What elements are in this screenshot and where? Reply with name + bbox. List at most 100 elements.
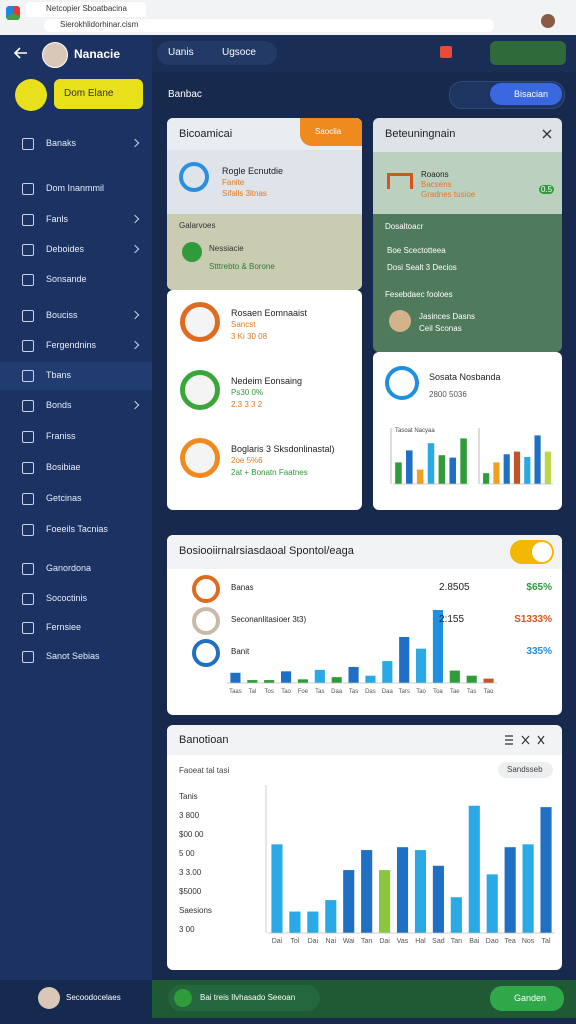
menu-item[interactable]: Banaks xyxy=(46,138,77,148)
top-tab[interactable]: Uanis xyxy=(168,47,194,58)
bottom-bar: Bai treis Ilvhasado Seeoan Ganden xyxy=(152,980,576,1018)
pill-icon xyxy=(174,989,192,1007)
mini-chart: Taas Tal Tos Tao Foe Tas Daa Tas Das Daa Tars Tao To… xyxy=(227,610,497,695)
tab-title: Netcopier Sboatbacina xyxy=(46,4,127,13)
x-tick-label: Tea xyxy=(505,938,516,945)
button-icon[interactable] xyxy=(15,79,47,111)
menu-item[interactable]: Dom Inanmmil xyxy=(46,183,105,193)
bar xyxy=(450,897,462,933)
item-icon xyxy=(387,173,413,189)
filter-label: Sandsseb xyxy=(507,765,543,774)
menu-icon xyxy=(22,651,34,663)
chart-subtitle: Faoeat tal tasi xyxy=(179,766,230,775)
bar xyxy=(325,900,337,933)
person-line: 2oe 5%6 xyxy=(231,456,263,465)
x-tick-label: Tal xyxy=(248,689,256,695)
header-icons[interactable] xyxy=(505,735,545,745)
row-icon xyxy=(192,639,220,667)
x-tick-label: Daa xyxy=(382,689,394,695)
y-tick-label: 3 3.00 xyxy=(179,868,202,877)
y-tick-label: Tanis xyxy=(179,792,198,801)
x-tick-label: Tan xyxy=(361,938,372,945)
people-card: Rosaen Eomnaaist Sancst 3 Ki 30 08 Nedeim E… xyxy=(167,290,362,510)
menu-item[interactable]: Bouciss xyxy=(46,310,78,320)
menu-item[interactable]: Sanot Sebias xyxy=(46,651,100,661)
card-b: Beteuningnain Roaons Bacsens Gradnes tus… xyxy=(373,118,562,352)
x-tick-label: Dai xyxy=(272,938,283,945)
footer-user: Secoodocelaes xyxy=(66,993,121,1002)
bar xyxy=(449,457,456,484)
chevron xyxy=(130,244,140,254)
bar xyxy=(297,679,308,683)
x-tick-label: Daa xyxy=(331,689,343,695)
back-icon[interactable] xyxy=(14,47,28,59)
primary-button[interactable] xyxy=(54,79,143,109)
chevron xyxy=(130,400,140,410)
bar xyxy=(314,669,325,683)
wide-card: Bosiooiirnalrsiasdaoal Spontol/eaga Taas… xyxy=(167,535,562,715)
icon-group[interactable] xyxy=(490,41,566,65)
row: Jasinces Dasns xyxy=(419,312,476,321)
bar xyxy=(486,874,498,933)
x-tick-label: Tan xyxy=(451,938,462,945)
menu-icon xyxy=(22,244,34,256)
bar xyxy=(483,678,494,683)
mini-chart xyxy=(478,428,553,485)
menu-item[interactable]: Fernsiee xyxy=(46,622,82,632)
bar xyxy=(544,451,551,484)
profile-avatar[interactable] xyxy=(541,14,555,28)
menu-item[interactable]: Ganordona xyxy=(46,563,92,573)
bar xyxy=(438,455,446,484)
bottom-button[interactable] xyxy=(490,986,564,1011)
menu-icon xyxy=(22,524,34,536)
row-change: S1333% xyxy=(514,614,552,625)
menu-item[interactable]: Franiss xyxy=(46,431,76,441)
bottom-pill[interactable] xyxy=(168,985,320,1011)
badge[interactable] xyxy=(300,118,362,146)
bottom-text: Bai treis Ilvhasado Seeoan xyxy=(200,993,296,1002)
bar xyxy=(247,680,258,683)
menu-icon xyxy=(22,462,34,474)
menu-highlight xyxy=(0,362,152,390)
menu-item[interactable]: Getcinas xyxy=(46,493,82,503)
person-name: Boglaris 3 Sksdonlinastal) xyxy=(231,444,335,454)
x-tick-label: Sad xyxy=(432,938,445,945)
bar xyxy=(504,847,516,933)
avatar-ring xyxy=(180,370,220,410)
menu-item[interactable]: Sonsande xyxy=(46,274,87,284)
menu-icon xyxy=(22,400,34,412)
notification-icon[interactable] xyxy=(440,46,452,58)
row-change: 335% xyxy=(526,646,552,657)
toggle-pill[interactable] xyxy=(490,83,562,105)
x-tick-label: Tal xyxy=(542,938,551,945)
chart: Tanis 3 800 $00 00 5 00 3 3.00 $5000 Saesions 3… xyxy=(179,785,555,945)
menu-item[interactable]: Foeeils Tacnias xyxy=(46,524,108,534)
x-tick-label: Tao xyxy=(281,689,291,695)
filter-pill[interactable] xyxy=(498,762,553,778)
item-title: Roaons xyxy=(421,170,449,179)
menu-item[interactable]: Fanls xyxy=(46,214,69,224)
bar xyxy=(289,911,301,933)
top-tab[interactable]: Ugsoce xyxy=(222,47,256,58)
bar xyxy=(264,680,275,683)
menu-item[interactable]: Fergendnins xyxy=(46,340,97,350)
person-name: Nedeim Eonsaing xyxy=(231,376,303,386)
card-title: Bicoamicai xyxy=(179,128,233,140)
close-icon[interactable] xyxy=(542,129,552,139)
menu-icon xyxy=(22,493,34,505)
address-bar[interactable] xyxy=(44,19,494,32)
card-title: Bosiooiirnalrsiasdaoal Spontol/eaga xyxy=(179,545,354,557)
x-tick-label: Taas xyxy=(229,689,242,695)
bar xyxy=(307,911,319,933)
menu-item[interactable]: Deboides xyxy=(46,244,85,254)
tab[interactable] xyxy=(26,2,146,17)
bar xyxy=(281,671,292,683)
bar xyxy=(432,865,444,933)
menu-item[interactable]: Bonds xyxy=(46,400,72,410)
menu-item[interactable]: Sococtinis xyxy=(46,593,88,603)
person-line: 2.3 3 3 2 xyxy=(231,400,263,409)
y-tick-label: Saesions xyxy=(179,906,212,915)
menu-item[interactable]: Tbans xyxy=(46,370,72,380)
tab-group[interactable] xyxy=(157,41,277,65)
menu-item[interactable]: Bosibiae xyxy=(46,462,81,472)
